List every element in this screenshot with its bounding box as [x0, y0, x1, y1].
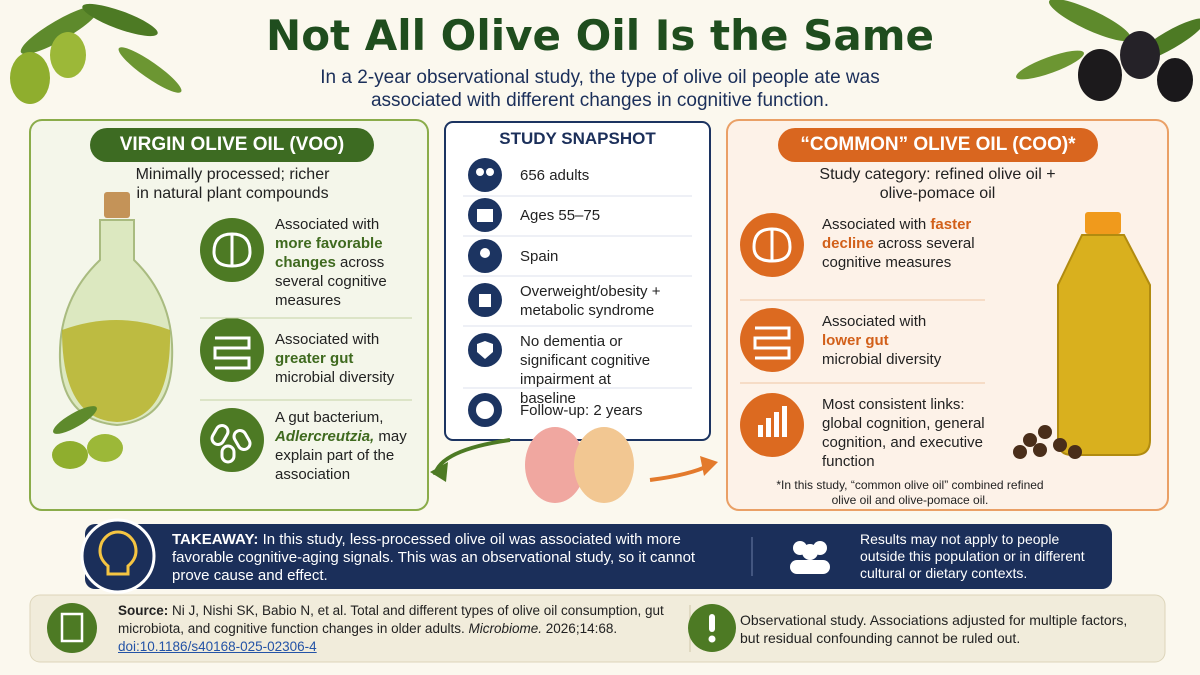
- snapshot-item: Overweight/obesity + metabolic syndrome: [520, 283, 661, 319]
- title: Not All Olive Oil Is the Same: [266, 11, 934, 60]
- snapshot-item: Ages 55–75: [520, 207, 601, 224]
- source-label: Source:: [118, 603, 169, 618]
- voo-item: Associated with greater gut microbial di…: [275, 330, 415, 387]
- rest: across several cognitive measures: [822, 235, 975, 271]
- rest: microbial diversity: [275, 369, 395, 386]
- alert-mark: [709, 614, 715, 632]
- highlight: more favorable changes: [275, 235, 383, 271]
- rest: across several cognitive measures: [275, 254, 387, 309]
- lead: Associated with: [275, 331, 380, 348]
- source-box: [29, 594, 1166, 663]
- snapshot-item: No dementia or significant cognitive imp…: [520, 333, 651, 407]
- snapshot-item: Follow-up: 2 years: [520, 402, 643, 419]
- coo-item: Most consistent links: global cognition,…: [822, 396, 985, 470]
- bulb: [98, 530, 138, 576]
- highlight: faster decline: [822, 216, 972, 252]
- snapshot-item: 656 adults: [520, 167, 590, 184]
- takeaway-bar: [85, 524, 1112, 589]
- volume: 2026;14:68.: [545, 621, 618, 636]
- coo-footnote: *In this study, “common olive oil” combi…: [776, 478, 1044, 507]
- rest: may explain part of the association: [275, 428, 407, 483]
- snapshot-title: STUDY SNAPSHOT: [499, 129, 656, 148]
- snapshot-item: Spain: [520, 248, 559, 265]
- rest: microbial diversity: [822, 351, 942, 368]
- takeaway-caveat: Results may not apply to people outside …: [860, 531, 1085, 581]
- takeaway: TAKEAWAY: In this study, less-processed …: [172, 531, 732, 585]
- snapshot-icons: [463, 158, 692, 427]
- voo-bottle: [52, 192, 174, 469]
- voo-item: A gut bacterium, Adlercreutzia, may expl…: [275, 408, 415, 484]
- doc-icon-shape: [60, 612, 84, 643]
- citation: Ni J, Nishi SK, Babio N, et al. Total an…: [118, 603, 664, 636]
- highlight: lower gut: [822, 332, 889, 349]
- bulb-icon: [80, 518, 156, 594]
- lead: Associated with: [822, 216, 927, 233]
- source: Source: Ni J, Nishi SK, Babio N, et al. …: [118, 602, 678, 656]
- olive-branch-right: [1016, 0, 1200, 102]
- lead: A gut bacterium,: [275, 409, 384, 426]
- journal: Microbiome.: [468, 621, 543, 636]
- doc-icon: [47, 603, 97, 653]
- takeaway-label: TAKEAWAY:: [172, 531, 259, 548]
- coo-icons: [740, 213, 985, 457]
- takeaway-text: In this study, less-processed olive oil …: [172, 531, 696, 584]
- coo-item: Associated with lower gut microbial dive…: [822, 312, 952, 369]
- subtitle: In a 2-year observational study, the typ…: [320, 67, 880, 111]
- voo-icons: [200, 218, 412, 472]
- voo-description: Minimally processed; richer in natural p…: [135, 166, 330, 202]
- olive-branch-left: [10, 3, 182, 104]
- highlight: Adlercreutzia,: [275, 428, 375, 445]
- voo-label: VIRGIN OLIVE OIL (VOO): [90, 128, 374, 162]
- alert-dot: [708, 635, 716, 643]
- coo-item: Associated with faster decline across se…: [822, 215, 992, 272]
- coo-label: “COMMON” OLIVE OIL (COO)*: [778, 128, 1098, 162]
- people-icon: [790, 541, 830, 574]
- brain: [430, 427, 718, 503]
- source-note: Observational study. Associations adjust…: [740, 612, 1128, 646]
- lead: Associated with: [822, 313, 927, 330]
- doi-link[interactable]: doi:10.1186/s40168-025-02306-4: [118, 639, 317, 654]
- coo-bottle: [1013, 212, 1151, 459]
- lead: Associated with: [275, 216, 380, 233]
- highlight: greater gut: [275, 350, 354, 367]
- voo-item: Associated with more favorable changes a…: [275, 215, 415, 310]
- coo-description: Study category: refined olive oil + oliv…: [819, 166, 1056, 202]
